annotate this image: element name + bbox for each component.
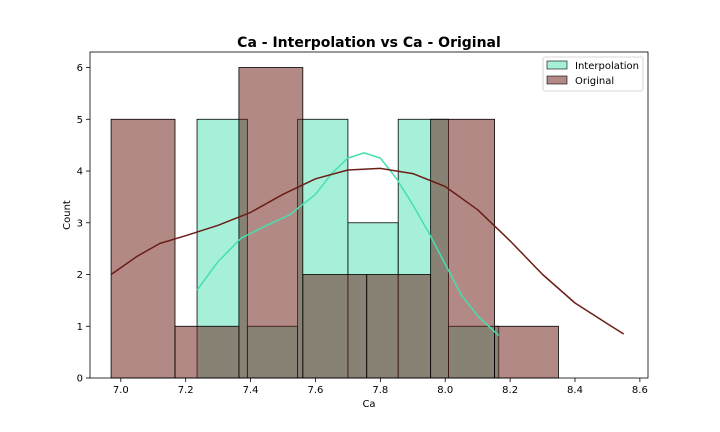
legend-label-interpolation: Interpolation xyxy=(575,61,639,72)
y-tick-label: 4 xyxy=(77,167,83,178)
x-tick-label: 8.2 xyxy=(502,385,518,396)
x-tick-label: 7.2 xyxy=(178,385,194,396)
x-tick-label: 7.0 xyxy=(113,385,129,396)
y-tick-label: 5 xyxy=(77,115,83,126)
bar-original-1 xyxy=(174,325,240,379)
y-tick-label: 2 xyxy=(77,270,83,281)
y-tick-label: 1 xyxy=(77,322,83,333)
y-tick-label: 3 xyxy=(77,218,83,229)
kde-line-interpolation xyxy=(196,152,500,337)
x-tick-label: 7.4 xyxy=(243,385,259,396)
bar-original-6 xyxy=(494,325,559,379)
y-tick-label: 6 xyxy=(77,63,83,74)
legend-label-original: Original xyxy=(575,76,614,87)
plot-frame xyxy=(89,51,649,379)
x-tick-label: 7.8 xyxy=(372,385,388,396)
plot-layer xyxy=(110,67,625,379)
legend: Interpolation Original xyxy=(542,56,644,92)
bar-original-3 xyxy=(302,274,368,379)
x-axis: 7.0 7.2 7.4 7.6 7.8 8.0 8.2 8.4 8.6 xyxy=(113,378,648,396)
bar-original-4 xyxy=(366,274,432,379)
x-axis-label: Ca xyxy=(362,399,375,410)
x-tick-label: 7.6 xyxy=(308,385,324,396)
chart-title: Ca - Interpolation vs Ca - Original xyxy=(237,35,501,51)
y-tick-label: 0 xyxy=(77,374,83,385)
legend-swatch-interpolation xyxy=(546,60,568,70)
legend-box xyxy=(542,56,644,92)
kde-line-original xyxy=(110,167,625,335)
y-axis: 0 1 2 3 4 5 6 xyxy=(77,63,90,385)
x-tick-label: 8.4 xyxy=(567,385,583,396)
y-axis-label: Count xyxy=(62,200,73,230)
x-tick-label: 8.0 xyxy=(437,385,453,396)
bar-original-5 xyxy=(430,118,495,379)
bar-original-0 xyxy=(110,118,176,379)
x-tick-label: 8.6 xyxy=(632,385,648,396)
legend-swatch-original xyxy=(546,75,568,85)
